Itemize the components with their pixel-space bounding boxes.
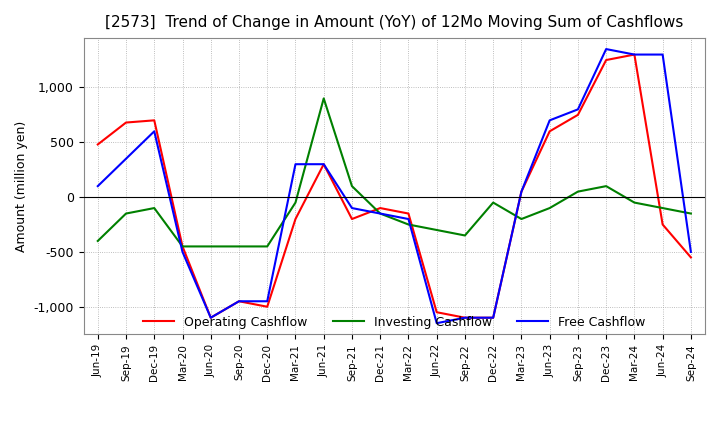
- Free Cashflow: [291, 161, 300, 167]
- Investing Cashflow: [122, 211, 130, 216]
- Operating Cashflow: [320, 161, 328, 167]
- Operating Cashflow: [150, 118, 158, 123]
- Line: Operating Cashflow: Operating Cashflow: [98, 55, 691, 318]
- Operating Cashflow: [348, 216, 356, 222]
- Operating Cashflow: [602, 57, 611, 62]
- Free Cashflow: [178, 249, 186, 255]
- Operating Cashflow: [122, 120, 130, 125]
- Free Cashflow: [630, 52, 639, 57]
- Operating Cashflow: [94, 142, 102, 147]
- Free Cashflow: [602, 47, 611, 52]
- Free Cashflow: [687, 249, 696, 255]
- Operating Cashflow: [630, 52, 639, 57]
- Investing Cashflow: [433, 227, 441, 233]
- Investing Cashflow: [320, 96, 328, 101]
- Free Cashflow: [433, 321, 441, 326]
- Operating Cashflow: [178, 244, 186, 249]
- Investing Cashflow: [178, 244, 186, 249]
- Free Cashflow: [658, 52, 667, 57]
- Investing Cashflow: [150, 205, 158, 211]
- Free Cashflow: [122, 156, 130, 161]
- Free Cashflow: [574, 107, 582, 112]
- Free Cashflow: [150, 128, 158, 134]
- Operating Cashflow: [291, 216, 300, 222]
- Operating Cashflow: [263, 304, 271, 309]
- Investing Cashflow: [658, 205, 667, 211]
- Line: Free Cashflow: Free Cashflow: [98, 49, 691, 323]
- Operating Cashflow: [433, 310, 441, 315]
- Investing Cashflow: [404, 222, 413, 227]
- Operating Cashflow: [574, 112, 582, 117]
- Free Cashflow: [348, 205, 356, 211]
- Free Cashflow: [320, 161, 328, 167]
- Operating Cashflow: [376, 205, 384, 211]
- Operating Cashflow: [235, 299, 243, 304]
- Operating Cashflow: [461, 315, 469, 320]
- Investing Cashflow: [461, 233, 469, 238]
- Free Cashflow: [235, 299, 243, 304]
- Investing Cashflow: [94, 238, 102, 244]
- Investing Cashflow: [545, 205, 554, 211]
- Free Cashflow: [376, 211, 384, 216]
- Investing Cashflow: [207, 244, 215, 249]
- Investing Cashflow: [235, 244, 243, 249]
- Investing Cashflow: [263, 244, 271, 249]
- Investing Cashflow: [602, 183, 611, 189]
- Operating Cashflow: [489, 315, 498, 320]
- Free Cashflow: [489, 315, 498, 320]
- Title: [2573]  Trend of Change in Amount (YoY) of 12Mo Moving Sum of Cashflows: [2573] Trend of Change in Amount (YoY) o…: [105, 15, 683, 30]
- Operating Cashflow: [545, 128, 554, 134]
- Line: Investing Cashflow: Investing Cashflow: [98, 99, 691, 246]
- Legend: Operating Cashflow, Investing Cashflow, Free Cashflow: Operating Cashflow, Investing Cashflow, …: [138, 311, 651, 334]
- Investing Cashflow: [574, 189, 582, 194]
- Operating Cashflow: [687, 255, 696, 260]
- Investing Cashflow: [291, 200, 300, 205]
- Investing Cashflow: [376, 211, 384, 216]
- Free Cashflow: [207, 315, 215, 320]
- Free Cashflow: [263, 299, 271, 304]
- Free Cashflow: [461, 315, 469, 320]
- Investing Cashflow: [630, 200, 639, 205]
- Investing Cashflow: [489, 200, 498, 205]
- Y-axis label: Amount (million yen): Amount (million yen): [15, 121, 28, 252]
- Investing Cashflow: [348, 183, 356, 189]
- Operating Cashflow: [404, 211, 413, 216]
- Operating Cashflow: [517, 189, 526, 194]
- Investing Cashflow: [517, 216, 526, 222]
- Free Cashflow: [517, 189, 526, 194]
- Operating Cashflow: [207, 315, 215, 320]
- Free Cashflow: [545, 118, 554, 123]
- Operating Cashflow: [658, 222, 667, 227]
- Investing Cashflow: [687, 211, 696, 216]
- Free Cashflow: [94, 183, 102, 189]
- Free Cashflow: [404, 216, 413, 222]
